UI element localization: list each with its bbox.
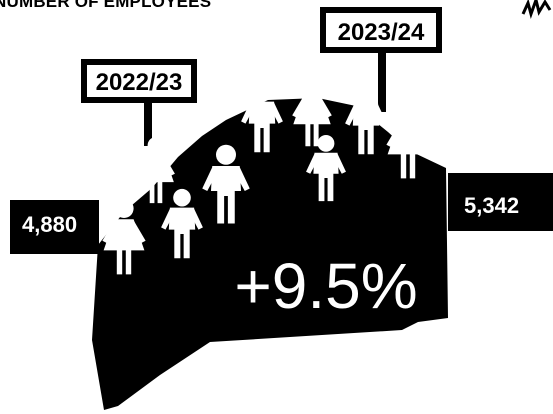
growth-shape <box>92 98 448 410</box>
page-title: NUMBER OF EMPLOYEES <box>0 0 212 11</box>
previous-value-box: 4,880 <box>10 200 99 254</box>
previous-period-callout: 2022/23 <box>81 59 197 146</box>
current-value: 5,342 <box>464 193 519 218</box>
current-period-label: 2023/24 <box>338 19 425 46</box>
previous-period-label: 2022/23 <box>96 69 183 96</box>
current-value-box: 5,342 <box>448 173 553 231</box>
signature-icon <box>521 0 552 19</box>
previous-value: 4,880 <box>22 212 77 237</box>
current-period-callout: 2023/24 <box>320 7 442 112</box>
change-percentage: +9.5% <box>234 250 417 322</box>
